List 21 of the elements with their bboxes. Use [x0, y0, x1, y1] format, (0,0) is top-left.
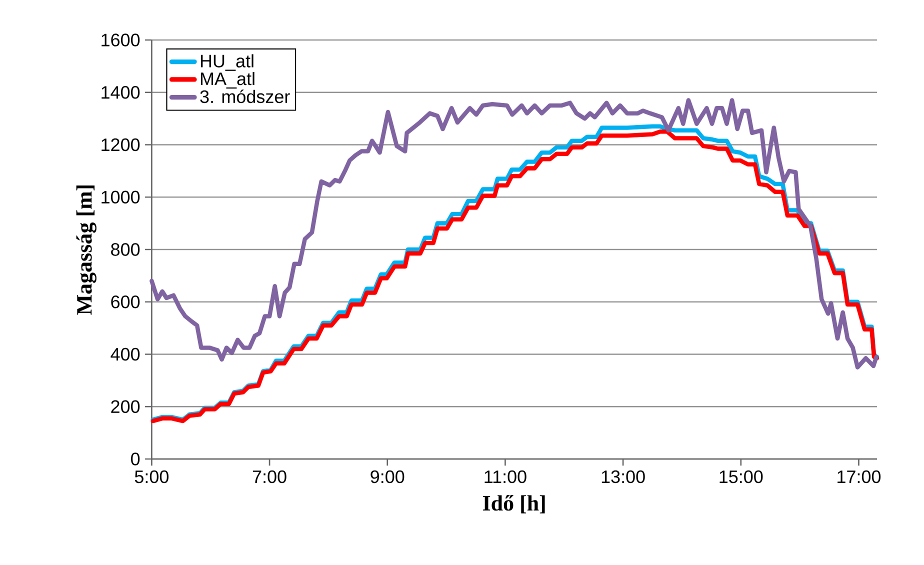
- x-axis-title: Idő [h]: [482, 494, 545, 514]
- legend-label: HU_atl: [200, 54, 254, 71]
- x-tick-label: 13:00: [602, 470, 645, 484]
- y-tick-label: 1600: [102, 34, 140, 46]
- x-tick-label: 7:00: [252, 470, 286, 484]
- y-tick-label: 400: [110, 348, 140, 361]
- y-tick-label: 800: [111, 243, 140, 256]
- x-tick-label: 17:00: [838, 470, 881, 484]
- y-tick-label: 0: [131, 452, 140, 466]
- y-tick-label: 600: [111, 296, 140, 308]
- legend-label: 3. módszer: [200, 90, 290, 104]
- x-tick-label: 15:00: [720, 470, 763, 484]
- y-tick-label: 1000: [102, 190, 140, 204]
- x-tick-label: 11:00: [484, 470, 526, 484]
- y-tick-label: 200: [111, 400, 140, 413]
- y-tick-label: 1200: [102, 138, 140, 152]
- x-tick-label: 9:00: [370, 470, 404, 484]
- y-tick-label: 1400: [102, 86, 140, 99]
- x-tick-label: 5:00: [134, 470, 169, 484]
- legend-label: MA_atl: [200, 72, 254, 89]
- y-axis-title: Magasság [m]: [76, 185, 96, 315]
